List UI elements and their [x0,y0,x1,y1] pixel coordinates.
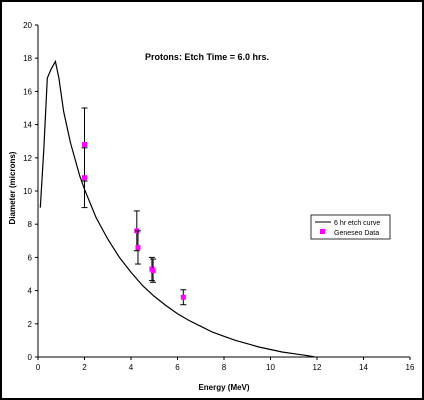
legend-box [310,214,391,240]
chart-title: Protons: Etch Time = 6.0 hrs. [145,52,269,62]
x-tick-label: 2 [82,363,87,372]
x-tick-label: 8 [222,363,227,372]
y-tick-label: 12 [23,154,32,163]
x-axis-title: Energy (MeV) [198,383,249,392]
y-tick-label: 0 [28,353,33,362]
data-point [180,294,186,300]
y-tick-label: 16 [23,87,32,96]
data-point [135,244,141,250]
data-point [82,142,87,148]
y-tick-label: 18 [23,54,32,63]
y-tick-label: 20 [23,21,32,30]
y-tick-label: 8 [28,220,33,229]
legend-label-data: Geneseo Data [334,230,379,237]
x-tick-label: 10 [266,363,275,372]
axes [35,24,411,360]
y-tick-label: 10 [23,187,32,196]
x-tick-label: 14 [359,363,368,372]
data-point [150,268,156,274]
y-tick-label: 4 [28,287,33,296]
y-tick-labels: 0 2 4 6 8 10 12 14 16 18 20 [23,21,32,362]
x-tick-label: 4 [129,363,134,372]
legend-point-swatch [320,229,325,234]
etch-curve-line [39,59,315,358]
legend-label-curve: 6 hr etch curve [334,220,380,227]
x-tick-label: 12 [313,363,322,372]
y-tick-label: 6 [28,253,33,262]
y-axis-title: Diameter (microns) [8,151,17,224]
x-tick-labels: 0 2 4 6 8 10 12 14 16 [36,363,415,372]
x-tick-label: 0 [36,363,41,372]
x-tick-label: 16 [406,363,415,372]
geneseo-data-series [81,107,187,306]
y-tick-label: 2 [28,320,33,329]
y-tick-label: 14 [23,121,32,130]
legend: 6 hr etch curve Geneseo Data [310,214,391,240]
data-point [82,175,87,181]
etch-curve-series [39,59,315,358]
x-tick-label: 6 [175,363,180,372]
